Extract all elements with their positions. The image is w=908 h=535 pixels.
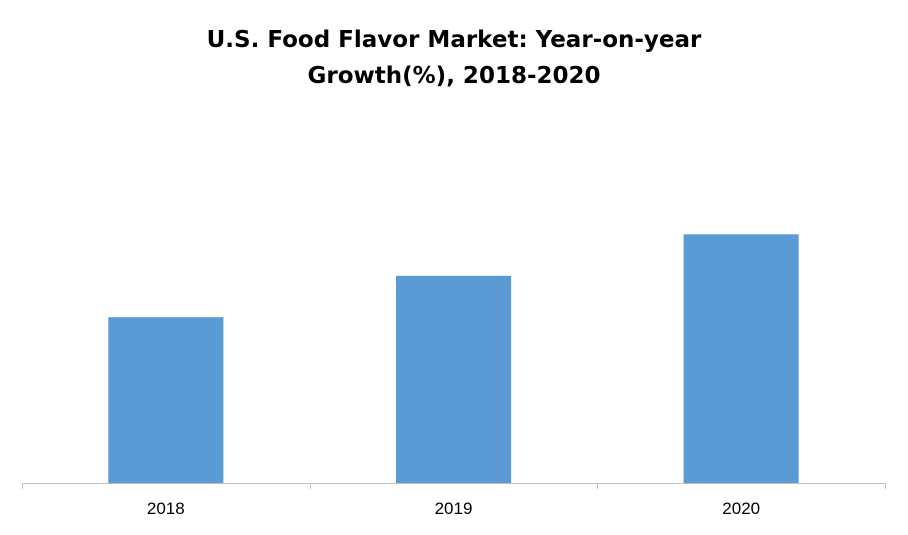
chart-title: U.S. Food Flavor Market: Year-on-year Gr…	[0, 22, 908, 94]
x-tick-labels: 2018 2019 2020	[147, 499, 760, 518]
bars-layer	[108, 234, 799, 483]
bar-2019	[396, 275, 512, 483]
bar-2018	[108, 317, 224, 483]
chart-title-line-1: U.S. Food Flavor Market: Year-on-year	[206, 27, 702, 53]
x-axis	[22, 483, 886, 489]
x-tick-label-2020: 2020	[722, 499, 760, 518]
x-tick-label-2019: 2019	[435, 499, 473, 518]
chart-title-line-2: Growth(%), 2018-2020	[307, 63, 601, 89]
bar-2020	[683, 234, 799, 483]
x-tick-label-2018: 2018	[147, 499, 185, 518]
